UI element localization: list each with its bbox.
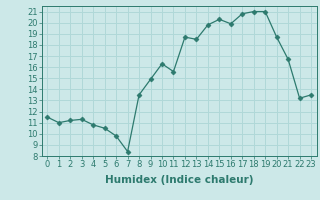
X-axis label: Humidex (Indice chaleur): Humidex (Indice chaleur) bbox=[105, 175, 253, 185]
